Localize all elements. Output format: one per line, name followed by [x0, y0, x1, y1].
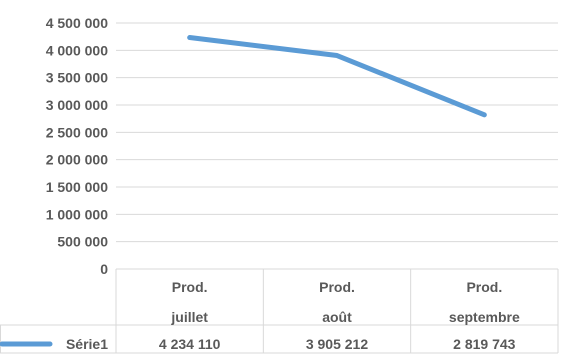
y-tick-label: 4 000 000	[46, 42, 108, 58]
category-label: août	[322, 309, 352, 325]
category-label: juillet	[170, 309, 208, 325]
category-label: septembre	[449, 309, 520, 325]
y-tick-label: 1 000 000	[46, 206, 108, 222]
y-tick-label: 1 500 000	[46, 179, 108, 195]
y-axis-tick-labels: 0 500 000 1 000 000 1 500 000 2 000 000 2 500…	[46, 15, 109, 277]
series-name: Série1	[66, 336, 108, 352]
data-value: 4 234 110	[159, 336, 221, 352]
series-lines	[187, 35, 487, 118]
y-tick-label: 2 500 000	[46, 124, 108, 140]
data-table: Prod. juillet Prod. août Prod. septembre Série…	[0, 268, 559, 354]
y-tick-label: 2 000 000	[46, 152, 108, 168]
y-tick-label: 500 000	[57, 234, 108, 250]
category-label: Prod.	[319, 279, 355, 295]
y-tick-label: 3 500 000	[46, 70, 108, 86]
category-label: Prod.	[466, 279, 502, 295]
data-value: 3 905 212	[306, 336, 368, 352]
y-tick-label: 0	[100, 261, 108, 277]
data-value: 2 819 743	[453, 336, 515, 352]
gridlines	[116, 22, 558, 270]
y-tick-label: 4 500 000	[46, 15, 108, 31]
series-line	[187, 35, 487, 118]
category-label: Prod.	[172, 279, 208, 295]
y-tick-label: 3 000 000	[46, 97, 108, 113]
